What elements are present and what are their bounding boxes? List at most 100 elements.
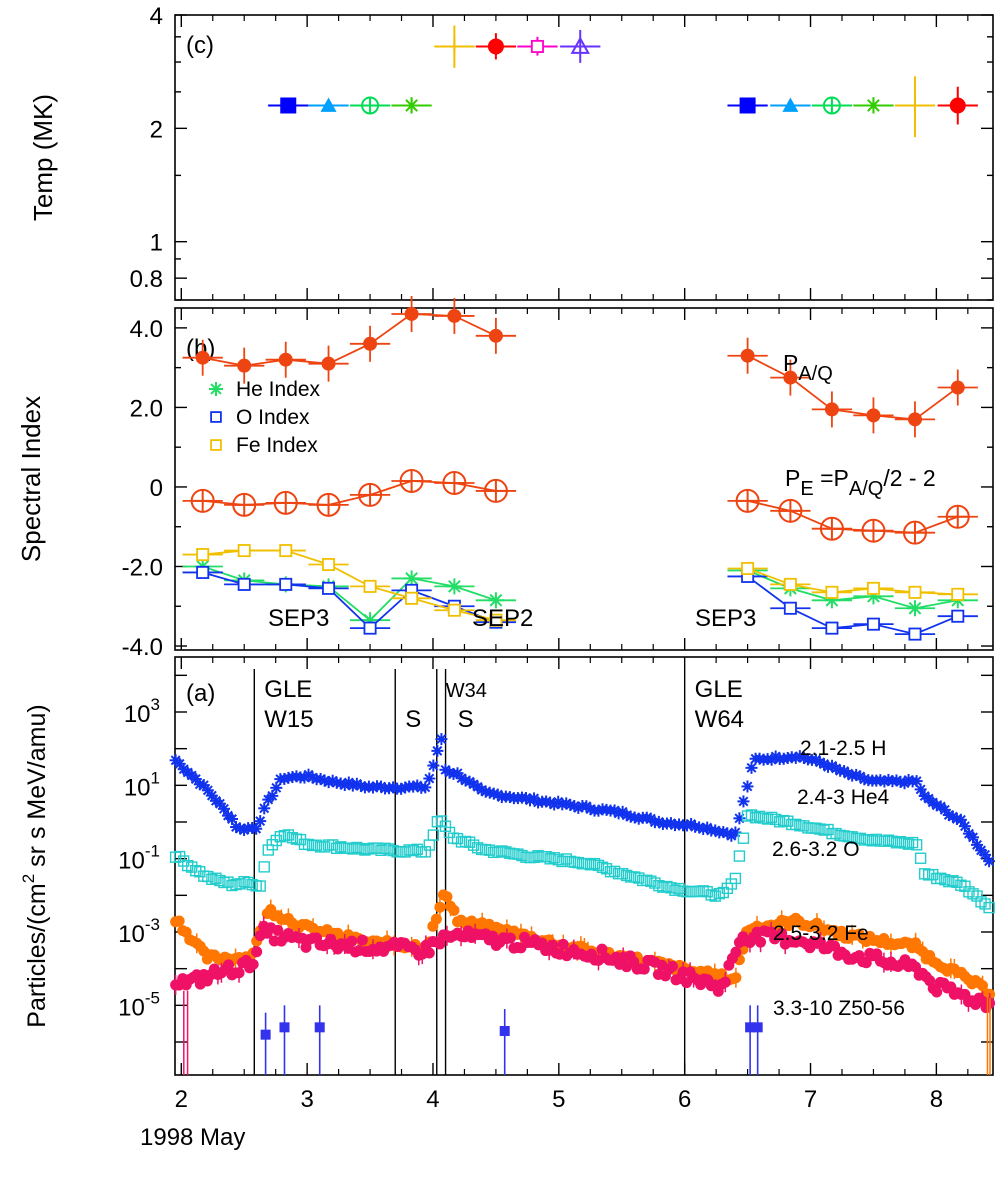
marker-circle [949,97,966,114]
marker-asterisk-arm [541,796,552,807]
data-point [600,863,613,875]
x-tick-label: 7 [804,1086,817,1113]
data-point [266,839,278,851]
data-point [516,849,528,862]
data-point [705,889,717,901]
marker-circle [488,328,503,343]
data-point [773,816,786,828]
marker-open-square [279,577,293,591]
data-point [371,842,383,854]
event-label: W64 [695,706,744,733]
marker-circle [740,348,755,363]
marker-open-square [783,601,797,615]
marker-asterisk-arm [891,775,902,786]
marker-open-square [866,581,880,595]
data-point [761,813,774,825]
marker-asterisk-arm [653,816,664,827]
marker-asterisk-arm [448,580,461,593]
marker-asterisk-arm [569,801,580,811]
data-point [745,809,758,821]
marker-open-square [908,585,922,599]
y-tick-label: 10-1 [118,842,160,875]
data-point [588,857,601,870]
data-point [641,874,653,887]
marker-open-square [783,577,797,591]
series-label: 3.3-10 Z50-56 [773,997,905,1020]
data-point [234,878,246,890]
marker-open-square [825,621,839,635]
marker-circle [487,38,504,55]
data-point [669,884,681,896]
data-point [411,843,423,856]
marker-asterisk-arm [931,800,942,811]
data-point [347,843,359,855]
marker-asterisk-arm [730,827,741,838]
marker-asterisk-arm [754,753,765,764]
y-tick-label: 4.0 [130,316,163,343]
data-point [356,934,368,946]
data-point [939,874,951,886]
data-point [443,826,456,839]
data-point [430,913,442,925]
data-point [717,886,730,899]
marker-circle [907,412,922,427]
y-tick-label: 10-5 [118,988,160,1021]
marker-open-square [237,544,251,558]
data-point [233,967,245,979]
data-point [709,890,721,902]
data-point [441,891,453,903]
data-point [697,885,709,897]
marker-asterisk-arm [943,810,954,820]
marker-circle [404,306,419,321]
data-point [665,882,677,894]
data-point [979,898,991,910]
y-tick-label: 2.0 [130,395,163,422]
data-point [343,842,355,854]
data-point [902,838,915,850]
data-point [302,838,315,851]
data-point [822,823,834,836]
marker-circle [783,370,798,385]
marker-open-square [741,561,755,575]
data-point [238,875,250,888]
marker-open-square [322,581,336,595]
x-tick-label: 8 [930,1086,943,1113]
data-point [210,872,222,884]
marker-asterisk-arm [959,821,970,832]
y-tick-label: 10-3 [118,915,160,948]
marker-asterisk-arm [210,383,222,395]
marker-open-square [405,591,419,605]
data-point [173,915,185,927]
data-point [556,855,568,868]
y-tick-label: -4.0 [122,634,163,661]
data-point [673,882,685,895]
marker-asterisk-arm [815,757,825,768]
series-line [747,575,959,636]
data-point [951,876,963,888]
series-line [747,354,959,421]
y-tick-label: 103 [124,695,160,728]
panel-c-frame [174,14,994,301]
marker-asterisk-arm [947,811,958,822]
event-label: GLE [264,676,312,703]
data-point [260,1029,271,1040]
data-point [596,943,608,955]
marker-asterisk-arm [355,780,366,791]
x-axis-label: 1998 May [140,1124,245,1151]
data-point [286,832,299,844]
event-label: S [405,706,421,733]
data-point [202,870,214,883]
data-point [584,859,597,871]
marker-asterisk-arm [376,781,386,792]
data-point [242,876,254,889]
marker-asterisk-arm [319,775,330,786]
marker-asterisk-arm [843,768,854,779]
data-point [251,946,263,958]
marker-asterisk-arm [561,798,572,809]
data-point [927,868,939,881]
data-point [548,852,560,864]
data-point [222,959,234,971]
data-point [499,1026,510,1036]
data-point [278,829,291,842]
